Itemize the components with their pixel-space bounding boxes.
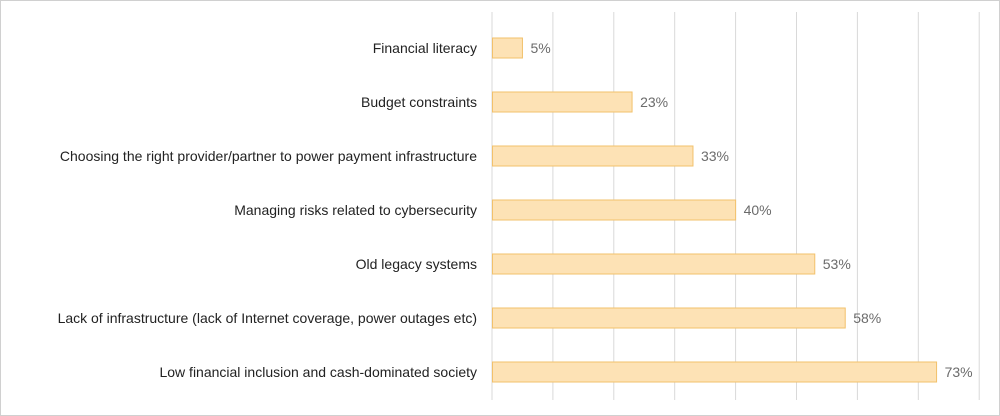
category-label: Low financial inclusion and cash-dominat… <box>159 364 477 380</box>
bar <box>492 91 633 113</box>
category-label: Managing risks related to cybersecurity <box>234 202 477 218</box>
category-label: Budget constraints <box>361 94 477 110</box>
bar <box>492 37 523 59</box>
data-label: 33% <box>701 148 729 164</box>
category-label: Lack of infrastructure (lack of Internet… <box>58 310 477 326</box>
category-label: Old legacy systems <box>356 256 477 272</box>
data-label: 53% <box>823 256 851 272</box>
data-label: 58% <box>853 310 881 326</box>
category-label: Financial literacy <box>373 40 477 56</box>
bar <box>492 145 694 167</box>
data-label: 73% <box>945 364 973 380</box>
data-label: 5% <box>530 40 550 56</box>
bar <box>492 253 816 275</box>
data-label: 40% <box>744 202 772 218</box>
bar <box>492 361 938 383</box>
data-label: 23% <box>640 94 668 110</box>
bar <box>492 307 846 329</box>
bar <box>492 199 737 221</box>
category-label: Choosing the right provider/partner to p… <box>60 148 477 164</box>
